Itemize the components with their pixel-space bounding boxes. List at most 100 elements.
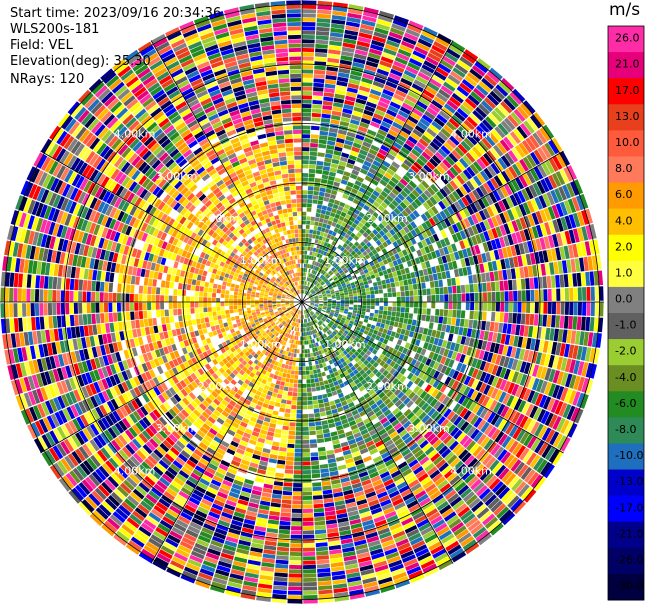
velocity-gate	[354, 459, 364, 466]
velocity-gate	[308, 331, 311, 336]
velocity-gate	[394, 534, 408, 543]
velocity-gate	[418, 295, 423, 302]
velocity-gate	[296, 357, 300, 362]
velocity-gate	[553, 261, 559, 275]
velocity-gate	[510, 268, 516, 279]
velocity-gate	[365, 60, 379, 68]
velocity-gate	[316, 160, 324, 166]
velocity-gate	[443, 348, 450, 357]
velocity-gate	[444, 103, 456, 114]
velocity-gate	[362, 519, 374, 527]
velocity-gate	[315, 382, 320, 387]
velocity-gate	[327, 306, 332, 309]
velocity-gate	[336, 425, 344, 431]
velocity-gate	[375, 568, 390, 577]
velocity-gate	[338, 288, 344, 292]
velocity-gate	[400, 190, 408, 198]
velocity-gate	[429, 436, 439, 446]
velocity-gate	[424, 384, 432, 393]
velocity-gate	[573, 302, 578, 316]
velocity-gate	[345, 299, 349, 302]
velocity-gate	[293, 483, 302, 488]
velocity-gate	[378, 230, 386, 237]
velocity-gate	[315, 43, 328, 49]
velocity-gate	[287, 595, 302, 600]
velocity-gate	[477, 198, 486, 210]
velocity-gate	[443, 142, 454, 152]
velocity-gate	[519, 325, 525, 337]
velocity-gate	[457, 506, 471, 518]
velocity-gate	[353, 535, 366, 542]
velocity-gate	[341, 367, 347, 373]
velocity-gate	[451, 551, 467, 563]
velocity-gate	[475, 125, 487, 137]
velocity-gate	[279, 407, 286, 413]
velocity-gate	[468, 149, 479, 161]
velocity-gate	[320, 117, 331, 123]
velocity-gate	[550, 399, 560, 414]
velocity-gate	[483, 362, 491, 373]
velocity-gate	[326, 355, 332, 361]
velocity-gate	[307, 199, 313, 204]
velocity-gate	[356, 157, 365, 164]
velocity-gate	[322, 223, 327, 228]
velocity-gate	[504, 473, 517, 486]
velocity-gate	[436, 403, 445, 413]
velocity-gate	[330, 557, 344, 564]
velocity-gate	[308, 317, 311, 322]
velocity-gate	[363, 382, 370, 389]
velocity-gate	[409, 58, 423, 67]
velocity-gate	[419, 497, 431, 507]
velocity-gate	[447, 286, 453, 294]
velocity-gate	[408, 152, 418, 161]
velocity-gate	[516, 279, 522, 290]
velocity-gate	[586, 286, 591, 301]
velocity-gate	[302, 237, 306, 242]
velocity-gate	[302, 327, 304, 332]
velocity-gate	[302, 52, 314, 57]
velocity-gate	[407, 318, 413, 325]
velocity-gate	[415, 490, 427, 500]
velocity-gate	[394, 332, 401, 339]
velocity-gate	[498, 486, 511, 500]
velocity-gate	[481, 273, 486, 283]
velocity-gate	[483, 231, 491, 242]
velocity-gate	[388, 559, 403, 568]
velocity-gate	[355, 326, 361, 331]
velocity-gate	[437, 323, 443, 331]
velocity-gate	[309, 439, 317, 444]
velocity-gate	[379, 306, 384, 311]
velocity-gate	[448, 44, 463, 56]
velocity-gate	[551, 341, 558, 355]
velocity-gate	[431, 120, 443, 131]
velocity-gate	[309, 251, 313, 256]
velocity-gate	[399, 352, 406, 360]
velocity-gate	[376, 341, 383, 347]
velocity-gate	[347, 236, 353, 242]
velocity-gate	[497, 123, 509, 136]
velocity-gate	[290, 409, 297, 414]
velocity-gate	[380, 417, 388, 425]
velocity-gate	[552, 355, 559, 369]
velocity-gate	[421, 114, 433, 124]
velocity-gate	[361, 164, 370, 171]
velocity-gate	[567, 244, 575, 259]
velocity-gate	[424, 148, 434, 158]
velocity-gate	[333, 416, 341, 423]
velocity-gate	[358, 443, 367, 451]
velocity-gate	[307, 348, 310, 353]
velocity-gate	[311, 117, 321, 122]
velocity-gate	[355, 225, 362, 232]
velocity-gate	[538, 339, 545, 352]
velocity-gate	[311, 284, 315, 288]
velocity-gate	[416, 249, 423, 257]
velocity-gate	[292, 357, 297, 362]
velocity-gate	[513, 398, 523, 411]
velocity-gate	[469, 284, 474, 293]
velocity-gate	[353, 57, 366, 65]
velocity-gate	[330, 386, 336, 392]
velocity-gate	[330, 311, 335, 315]
velocity-gate	[318, 315, 322, 319]
velocity-gate	[394, 185, 403, 193]
velocity-gate	[378, 285, 383, 290]
